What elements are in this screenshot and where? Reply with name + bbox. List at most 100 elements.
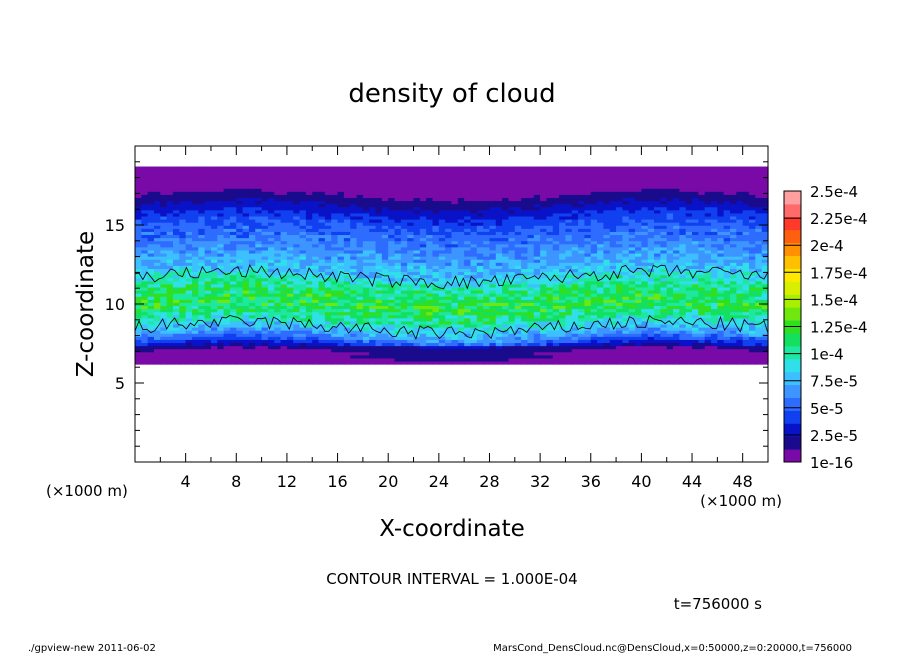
density-cell xyxy=(362,194,370,198)
density-cell xyxy=(533,203,541,208)
density-cell xyxy=(413,330,421,334)
density-cell xyxy=(280,311,288,316)
density-cell xyxy=(413,172,421,177)
density-cell xyxy=(261,274,269,279)
density-cell xyxy=(267,277,275,282)
density-cell xyxy=(337,259,345,263)
density-cell xyxy=(267,166,275,171)
density-cell xyxy=(261,268,269,273)
density-cell xyxy=(432,302,440,307)
density-cell xyxy=(476,339,484,344)
density-cell xyxy=(229,172,237,177)
density-cell xyxy=(375,194,383,198)
density-cell xyxy=(559,336,567,340)
density-cell xyxy=(388,286,396,291)
density-cell xyxy=(293,256,301,260)
density-cell xyxy=(305,215,313,220)
density-cell xyxy=(578,336,586,340)
density-cell xyxy=(622,252,630,257)
density-cell xyxy=(578,339,586,344)
density-cell xyxy=(274,169,282,174)
density-cell xyxy=(533,317,541,322)
density-cell xyxy=(362,302,370,307)
density-cell xyxy=(616,206,624,211)
density-cell xyxy=(172,274,180,279)
density-cell xyxy=(426,181,434,186)
density-cell xyxy=(299,280,307,285)
density-cell xyxy=(242,277,250,282)
density-cell xyxy=(331,330,339,334)
density-cell xyxy=(305,262,313,266)
density-cell xyxy=(362,259,370,263)
density-cell xyxy=(622,336,630,340)
density-cell xyxy=(578,274,586,279)
density-cell xyxy=(571,240,579,245)
density-cell xyxy=(597,246,605,251)
density-cell xyxy=(533,274,541,279)
density-cell xyxy=(432,342,440,347)
density-cell xyxy=(527,293,535,297)
density-cell xyxy=(293,203,301,208)
density-cell xyxy=(210,246,218,251)
density-cell xyxy=(242,237,250,242)
density-cell xyxy=(495,305,503,310)
density-cell xyxy=(362,256,370,260)
density-cell xyxy=(407,342,415,347)
density-cell xyxy=(552,308,560,313)
density-cell xyxy=(438,280,446,285)
density-cell xyxy=(533,308,541,313)
density-cell xyxy=(198,336,206,340)
density-cell xyxy=(495,299,503,303)
density-cell xyxy=(533,225,541,229)
density-cell xyxy=(590,178,598,183)
density-cell xyxy=(172,360,180,365)
density-cell xyxy=(172,299,180,303)
density-cell xyxy=(293,172,301,177)
density-cell xyxy=(191,308,199,313)
density-cell xyxy=(135,360,142,365)
density-cell xyxy=(565,203,573,208)
density-cell xyxy=(141,268,149,273)
density-cell xyxy=(590,175,598,180)
density-cell xyxy=(248,305,256,310)
density-cell xyxy=(343,339,351,344)
density-cell xyxy=(590,222,598,226)
density-cell xyxy=(191,219,199,223)
density-cell xyxy=(451,333,459,337)
density-cell xyxy=(350,265,358,269)
density-cell xyxy=(514,339,522,344)
density-cell xyxy=(172,265,180,269)
density-cell xyxy=(172,308,180,313)
density-cell xyxy=(248,166,256,171)
density-cell xyxy=(590,314,598,319)
density-cell xyxy=(483,317,491,322)
density-cell xyxy=(356,178,364,183)
density-cell xyxy=(381,178,389,183)
density-cell xyxy=(464,320,472,325)
density-cell xyxy=(540,265,548,269)
density-cell xyxy=(470,234,478,239)
density-cell xyxy=(280,237,288,242)
density-cell xyxy=(350,289,358,294)
density-cell xyxy=(438,271,446,276)
density-cell xyxy=(578,277,586,282)
density-cell xyxy=(476,249,484,254)
density-cell xyxy=(153,197,161,202)
density-cell xyxy=(153,172,161,177)
density-cell xyxy=(451,185,459,189)
density-cell xyxy=(533,175,541,180)
density-cell xyxy=(622,194,630,198)
density-cell xyxy=(141,330,149,334)
density-cell xyxy=(153,234,161,239)
density-cell xyxy=(597,320,605,325)
density-cell xyxy=(609,252,617,257)
density-cell xyxy=(242,181,250,186)
density-cell xyxy=(622,225,630,229)
density-cell xyxy=(204,215,212,220)
density-cell xyxy=(407,308,415,313)
density-cell xyxy=(362,311,370,316)
density-cell xyxy=(603,330,611,334)
density-cell xyxy=(445,274,453,279)
density-cell xyxy=(286,178,294,183)
density-cell xyxy=(502,219,510,223)
